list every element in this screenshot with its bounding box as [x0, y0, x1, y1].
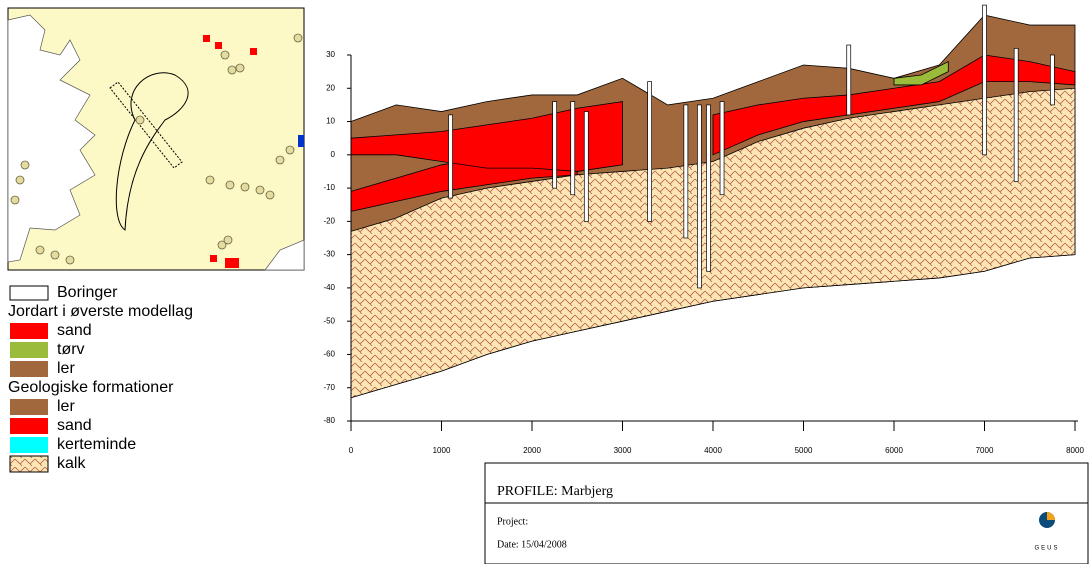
- y-tick-label: -70: [323, 383, 335, 392]
- x-tick-label: 8000: [1066, 446, 1084, 455]
- borehole: [648, 82, 652, 222]
- legend-group-title: Jordart i øverste modellag: [8, 303, 193, 320]
- legend-label: tørv: [57, 341, 85, 358]
- y-tick-label: -20: [323, 216, 335, 225]
- project: Project:: [497, 516, 528, 527]
- borehole: [983, 5, 987, 155]
- borehole: [697, 105, 701, 288]
- legend-label: kerteminde: [57, 436, 136, 453]
- legend-label: Boringer: [57, 284, 118, 301]
- borehole: [584, 112, 588, 222]
- profile-chart: -80 -70 -60 -50 -40 -30 -20 -10 0 10 20 30 0 1000 2000…: [323, 5, 1084, 455]
- y-tick-label: 20: [326, 83, 335, 92]
- y-tick-label: 30: [326, 50, 335, 59]
- figure: Boringer Jordart i øverste modellag sand tø…: [0, 0, 1092, 564]
- x-tick-label: 0: [349, 446, 354, 455]
- legend-label: ler: [57, 360, 75, 377]
- y-tick-label: 10: [326, 117, 335, 126]
- x-tick-label: 1000: [433, 446, 451, 455]
- borehole: [684, 105, 688, 238]
- y-tick-label: -80: [323, 416, 335, 425]
- legend-swatch: [10, 399, 48, 415]
- borehole: [449, 115, 453, 198]
- legend-swatch: [10, 342, 48, 358]
- x-tick-label: 5000: [795, 446, 813, 455]
- legend-swatch: [10, 286, 48, 300]
- legend: Boringer Jordart i øverste modellag sand tø…: [8, 284, 193, 472]
- y-tick-label: -50: [323, 316, 335, 325]
- y-tick-label: -30: [323, 250, 335, 259]
- borehole: [553, 102, 557, 189]
- y-tick-label: -60: [323, 350, 335, 359]
- map: [8, 8, 304, 270]
- legend-swatch: [10, 361, 48, 377]
- profile-title: PROFILE: Marbjerg: [497, 484, 613, 499]
- legend-swatch: [10, 323, 48, 339]
- legend-label: sand: [57, 417, 92, 434]
- legend-swatch: [10, 437, 48, 453]
- page: {"legend":{"boreholes":"Boringer","group…: [0, 0, 1092, 564]
- x-tick-label: 4000: [704, 446, 722, 455]
- y-tick-label: -40: [323, 283, 335, 292]
- logo: GEUS: [1034, 546, 1059, 552]
- x-tick-label: 3000: [614, 446, 632, 455]
- borehole: [571, 102, 575, 195]
- legend-label: ler: [57, 398, 75, 415]
- legend-swatch: [10, 418, 48, 434]
- legend-label: kalk: [57, 455, 86, 472]
- y-tick-label: -10: [323, 183, 335, 192]
- legend-label: sand: [57, 322, 92, 339]
- title-block: PROFILE: Marbjerg Project: Date: 15/04/2…: [485, 463, 1088, 564]
- legend-swatch: [10, 456, 48, 472]
- y-tick-label: 0: [331, 150, 336, 159]
- date: Date: 15/04/2008: [497, 539, 567, 550]
- x-tick-label: 7000: [976, 446, 994, 455]
- borehole: [706, 105, 710, 271]
- x-tick-label: 2000: [523, 446, 541, 455]
- legend-group-title: Geologiske formationer: [8, 379, 174, 396]
- x-tick-label: 6000: [885, 446, 903, 455]
- borehole: [1050, 55, 1054, 105]
- borehole: [720, 102, 724, 195]
- borehole: [847, 45, 851, 115]
- borehole: [1014, 48, 1018, 181]
